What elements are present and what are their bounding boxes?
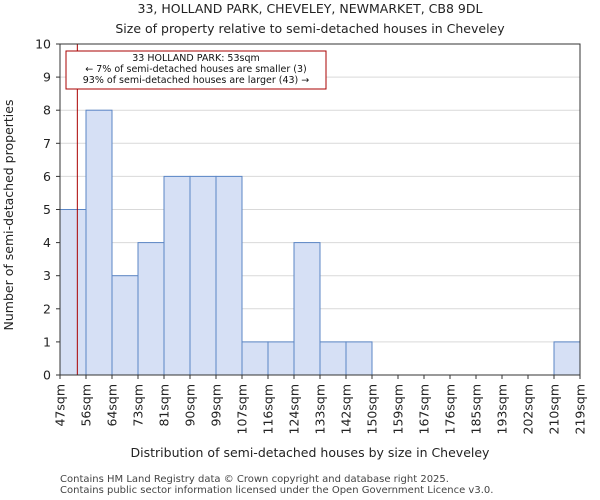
annotation-line-3: 93% of semi-detached houses are larger (… bbox=[83, 75, 310, 86]
bars bbox=[59, 109, 581, 376]
footer-line-1: Contains HM Land Registry data © Crown c… bbox=[60, 474, 449, 485]
x-tick-label: 90sqm bbox=[183, 384, 198, 427]
bar-124sqm bbox=[293, 242, 321, 376]
y-tick-label: 10 bbox=[35, 37, 51, 52]
x-axis-ticks: 47sqm 56sqm 64sqm 73sqm 81sqm 90sqm 99sqm 107sq… bbox=[53, 375, 588, 434]
y-tick-label: 4 bbox=[43, 235, 51, 250]
x-axis-label: Distribution of semi-detached houses by … bbox=[131, 445, 491, 460]
bar-90sqm bbox=[189, 175, 217, 376]
bar-81sqm bbox=[163, 175, 191, 376]
x-tick-label: 99sqm bbox=[209, 384, 224, 427]
x-tick-label: 202sqm bbox=[521, 384, 536, 434]
x-tick-label: 64sqm bbox=[105, 384, 120, 427]
x-tick-label: 176sqm bbox=[443, 384, 458, 434]
x-tick-label: 133sqm bbox=[313, 384, 328, 434]
y-tick-label: 2 bbox=[43, 301, 51, 316]
x-tick-label: 56sqm bbox=[79, 384, 94, 427]
bar-133sqm bbox=[319, 341, 347, 376]
y-tick-label: 7 bbox=[43, 136, 51, 151]
y-tick-label: 0 bbox=[43, 368, 51, 383]
x-tick-label: 81sqm bbox=[157, 384, 172, 427]
x-tick-label: 167sqm bbox=[417, 384, 432, 434]
y-axis-ticks: 0 1 2 3 4 5 6 7 8 9 10 bbox=[35, 37, 60, 383]
bar-107sqm bbox=[241, 341, 269, 376]
y-tick-label: 8 bbox=[43, 103, 51, 118]
bar-99sqm bbox=[215, 175, 243, 376]
x-tick-label: 193sqm bbox=[495, 384, 510, 434]
footer-line-2: Contains public sector information licen… bbox=[60, 485, 494, 496]
bar-64sqm bbox=[111, 275, 139, 376]
y-tick-label: 5 bbox=[43, 202, 51, 217]
annotation-line-2: ← 7% of semi-detached houses are smaller… bbox=[85, 64, 306, 75]
annotation-box: 33 HOLLAND PARK: 53sqm ← 7% of semi-deta… bbox=[65, 50, 327, 90]
x-tick-label: 116sqm bbox=[261, 384, 276, 434]
y-tick-label: 6 bbox=[43, 169, 51, 184]
y-tick-label: 1 bbox=[43, 334, 51, 349]
plot-frame bbox=[59, 43, 581, 376]
bar-210sqm bbox=[553, 341, 581, 376]
chart-subtitle: Size of property relative to semi-detach… bbox=[115, 21, 505, 36]
bar-56sqm bbox=[85, 109, 113, 376]
x-tick-label: 219sqm bbox=[573, 384, 588, 434]
bar-116sqm bbox=[267, 341, 295, 376]
x-tick-label: 142sqm bbox=[339, 384, 354, 434]
x-tick-label: 159sqm bbox=[391, 384, 406, 434]
bar-47sqm bbox=[59, 209, 87, 376]
x-tick-label: 185sqm bbox=[469, 384, 484, 434]
chart-title: 33, HOLLAND PARK, CHEVELEY, NEWMARKET, C… bbox=[138, 1, 483, 16]
annotation-line-1: 33 HOLLAND PARK: 53sqm bbox=[132, 53, 259, 64]
bar-73sqm bbox=[137, 242, 165, 376]
x-tick-label: 150sqm bbox=[365, 384, 380, 434]
y-axis-label: Number of semi-detached properties bbox=[1, 100, 16, 331]
x-tick-label: 47sqm bbox=[53, 384, 68, 427]
x-tick-label: 124sqm bbox=[287, 384, 302, 434]
bar-142sqm bbox=[345, 341, 373, 376]
y-tick-label: 3 bbox=[43, 268, 51, 283]
y-tick-label: 9 bbox=[43, 70, 51, 85]
x-tick-label: 107sqm bbox=[235, 384, 250, 434]
x-tick-label: 73sqm bbox=[131, 384, 146, 427]
annotation-frame bbox=[65, 50, 327, 90]
x-tick-label: 210sqm bbox=[547, 384, 562, 434]
